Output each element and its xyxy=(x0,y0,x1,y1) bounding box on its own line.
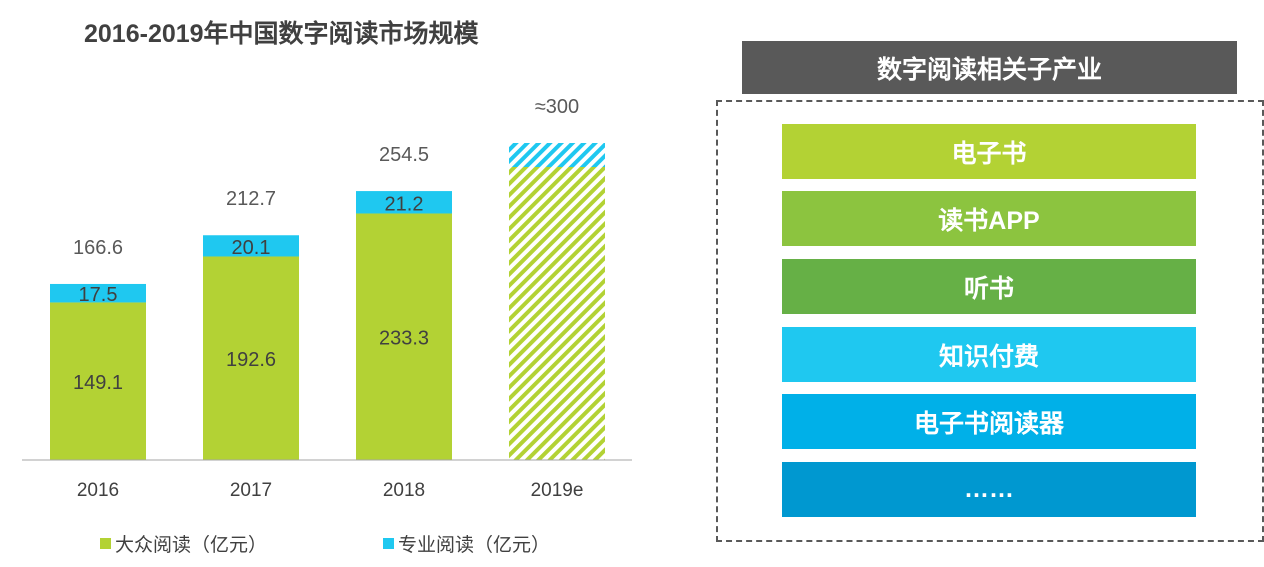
subindustry-item: 读书APP xyxy=(782,191,1196,246)
subindustry-item: 电子书阅读器 xyxy=(782,394,1196,449)
chart-title: 2016-2019年中国数字阅读市场规模 xyxy=(84,20,479,48)
total-label: ≈300 xyxy=(535,96,579,118)
bar-mass xyxy=(50,302,146,460)
bar-mass xyxy=(203,256,299,460)
total-label: 166.6 xyxy=(73,237,123,259)
x-tick-label: 2016 xyxy=(77,480,119,501)
legend-swatch xyxy=(383,538,394,549)
legend-item-mass: 大众阅读（亿元） xyxy=(100,530,267,557)
bar-mass xyxy=(356,213,452,460)
panel-box xyxy=(716,100,1264,542)
data-label-professional: 17.5 xyxy=(79,284,118,306)
data-label-professional: 21.2 xyxy=(385,193,424,215)
x-tick-label: 2017 xyxy=(230,480,272,501)
subindustry-item: 电子书 xyxy=(782,124,1196,179)
legend-item-professional: 专业阅读（亿元） xyxy=(383,530,550,557)
subindustry-item: …… xyxy=(782,462,1196,517)
panel-title: 数字阅读相关子产业 xyxy=(742,41,1237,94)
bar-estimate-mass xyxy=(509,167,605,460)
data-label-professional: 20.1 xyxy=(232,237,271,259)
data-label-mass: 192.6 xyxy=(226,349,276,371)
bar-professional xyxy=(203,235,299,257)
total-label: 212.7 xyxy=(226,188,276,210)
legend-label: 大众阅读（亿元） xyxy=(115,535,268,556)
bar-professional xyxy=(50,283,146,303)
bar-professional xyxy=(356,191,452,214)
subindustry-item: 知识付费 xyxy=(782,327,1196,382)
total-label: 254.5 xyxy=(379,144,429,166)
x-tick-label: 2018 xyxy=(383,480,425,501)
legend-label: 专业阅读（亿元） xyxy=(398,535,551,556)
bar-chart: 149.1 17.5 166.6 2016 192.6 20.1 212.7 2017 233.… xyxy=(22,96,632,501)
data-label-mass: 149.1 xyxy=(73,372,123,394)
legend-swatch xyxy=(100,538,111,549)
bar-estimate-professional xyxy=(509,143,605,167)
x-tick-label: 2019e xyxy=(531,480,584,501)
data-label-mass: 233.3 xyxy=(379,328,429,350)
subindustry-item: 听书 xyxy=(782,259,1196,314)
